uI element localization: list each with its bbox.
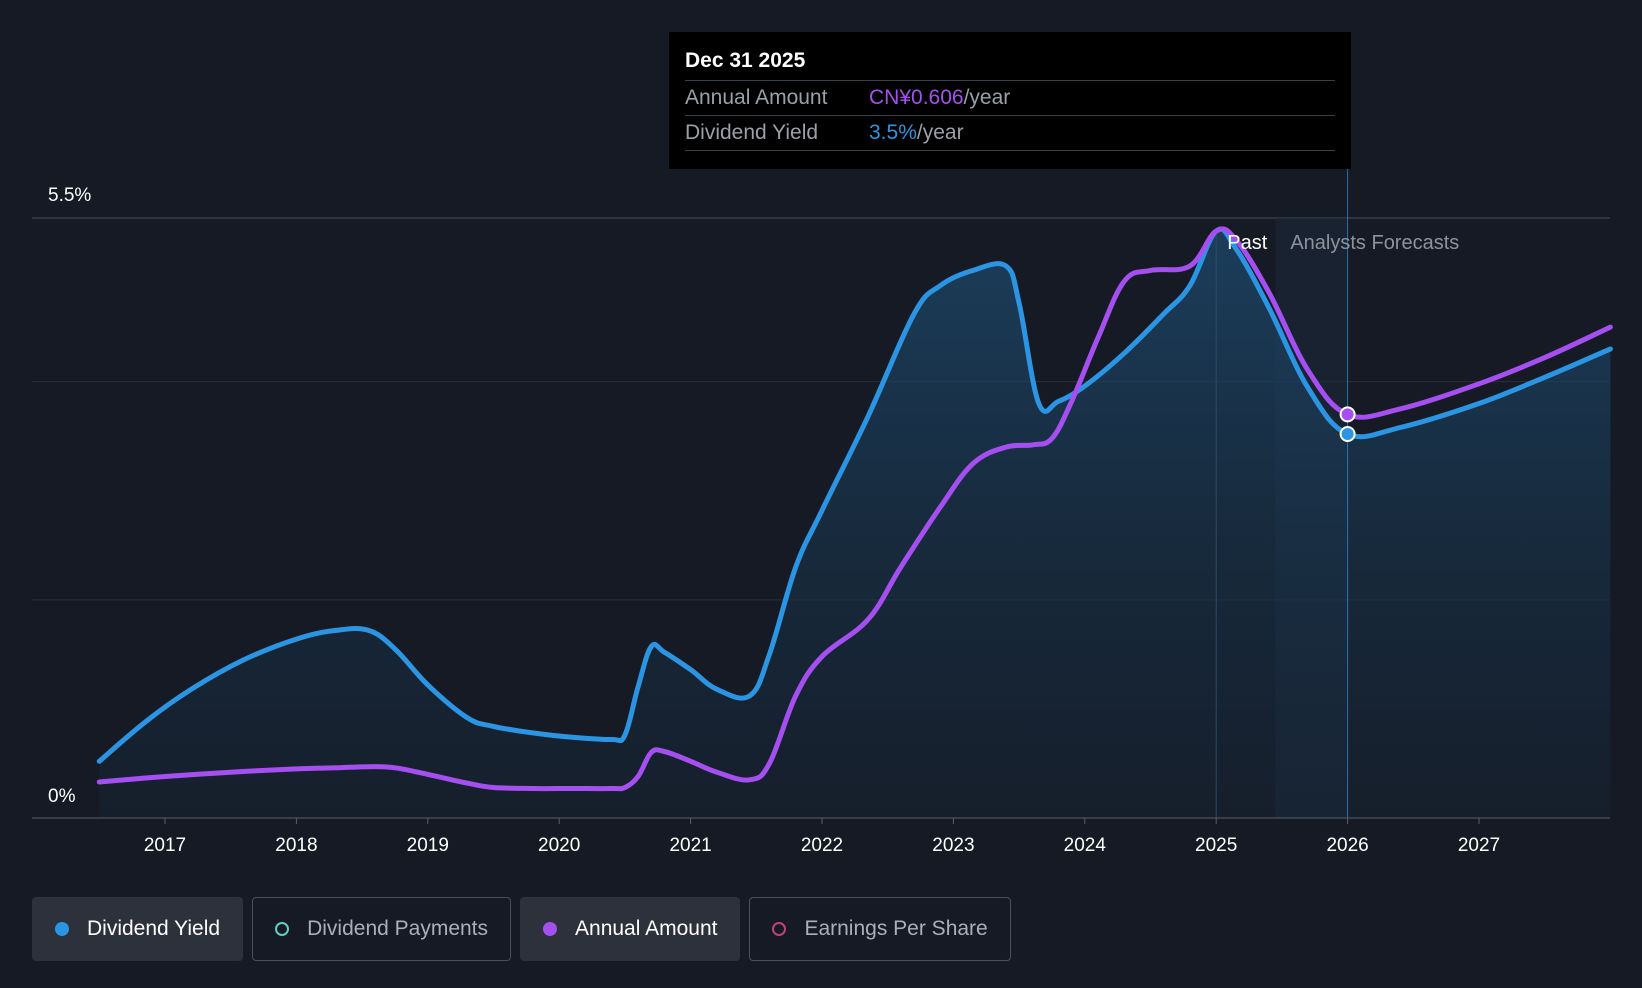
tooltip-label: Annual Amount [685, 86, 828, 109]
legend-label: Dividend Payments [307, 917, 489, 940]
tooltip-row-annual-amount: Annual Amount CN¥0.606 /year [685, 80, 1335, 115]
filled-dot-icon [55, 922, 69, 936]
tooltip-unit: /year [963, 86, 1011, 109]
legend-label: Dividend Yield [87, 917, 221, 940]
x-tick-label: 2017 [144, 835, 186, 856]
analysts-forecasts-label: Analysts Forecasts [1290, 232, 1459, 254]
x-tick-label: 2019 [407, 835, 449, 856]
hollow-dot-icon [772, 922, 787, 936]
legend-earnings-per-share-button[interactable]: Earnings Per Share [749, 897, 1011, 961]
dividend-yield-point [1339, 426, 1356, 442]
tooltip-label: Dividend Yield [685, 121, 819, 144]
dividend-yield-line [96, 226, 1613, 764]
x-tick-label: 2025 [1195, 835, 1237, 856]
highlight-points [1339, 406, 1356, 442]
tooltip: Dec 31 2025 Annual Amount CN¥0.606 /year… [669, 32, 1351, 169]
x-tick-label: 2024 [1064, 835, 1107, 856]
tooltip-row-dividend-yield: Dividend Yield 3.5% /year [685, 115, 1335, 151]
x-tick-label: 2026 [1326, 835, 1368, 856]
tooltip-date: Dec 31 2025 [685, 49, 806, 72]
x-tick-label: 2020 [538, 835, 580, 856]
legend-annual-amount-button[interactable]: Annual Amount [520, 897, 741, 961]
tooltip-unit: /year [916, 121, 964, 144]
past-label: Past [1227, 232, 1267, 254]
annual-amount-line [96, 226, 1613, 792]
x-tick-label: 2022 [801, 835, 843, 856]
legend-dividend-yield-button[interactable]: Dividend Yield [32, 897, 244, 961]
x-tick-label: 2018 [275, 835, 317, 856]
chart-canvas: 2017 2018 2019 2020 2021 2022 2023 2024 2025 2026… [32, 168, 1613, 856]
dividend-yield-area [99, 229, 1611, 818]
filled-dot-icon [543, 922, 558, 936]
legend-dividend-payments-button[interactable]: Dividend Payments [252, 897, 512, 961]
x-axis-ticks: 2017 2018 2019 2020 2021 2022 2023 2024 2025 2026… [144, 818, 1500, 856]
legend-label: Earnings Per Share [804, 917, 988, 940]
annual-amount-point [1339, 406, 1356, 423]
tooltip-value: 3.5% [869, 121, 917, 144]
y-tick-label-bottom: 0% [48, 786, 76, 807]
hollow-dot-icon [275, 922, 290, 936]
x-tick-label: 2021 [669, 835, 711, 856]
x-tick-label: 2027 [1458, 835, 1500, 856]
legend: Dividend Yield Dividend Payments Annual … [32, 897, 1011, 961]
y-tick-label-top: 5.5% [48, 185, 91, 206]
x-tick-label: 2023 [932, 835, 974, 856]
legend-label: Annual Amount [575, 917, 718, 940]
tooltip-value: CN¥0.606 [869, 86, 964, 109]
